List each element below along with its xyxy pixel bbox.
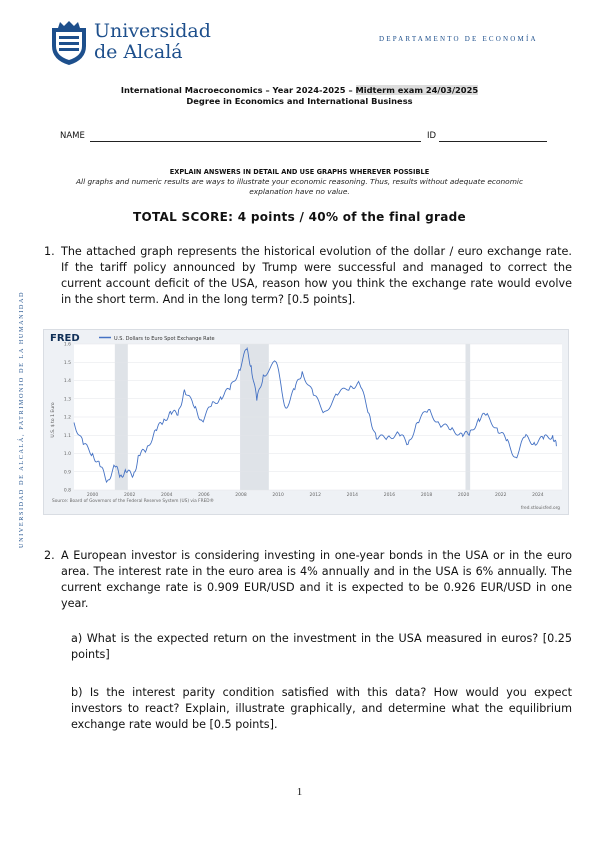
chart-url: fred.stlouisfed.org [521, 505, 560, 511]
university-logo: Universidad de Alcalá [48, 20, 211, 68]
series-line-0 [73, 346, 557, 484]
x-tick-label: 2004 [161, 492, 173, 498]
x-tick-label: 2024 [532, 492, 544, 498]
id-field[interactable]: ID [427, 131, 436, 141]
question-1-number: 1. [44, 245, 55, 258]
y-tick-label: 1.0 [64, 451, 71, 457]
exam-subtitle: Degree in Economics and International Bu… [186, 96, 413, 106]
exam-title-highlight: Midterm exam 24/03/2025 [355, 85, 479, 95]
x-tick-label: 2018 [421, 492, 433, 498]
x-tick-label: 2020 [458, 492, 470, 498]
y-tick-label: 1.1 [64, 433, 71, 439]
page-number: 1 [296, 786, 303, 798]
name-underline [90, 141, 421, 142]
fred-brand: FRED [50, 333, 80, 344]
x-tick-label: 2022 [495, 492, 507, 498]
x-tick-label: 2012 [309, 492, 321, 498]
question-2b-text: b) Is the interest parity condition sati… [71, 686, 572, 731]
exchange-rate-chart: FRED U.S. Dollars to Euro Spot Exchange … [50, 333, 562, 511]
university-name-line2: de Alcalá [94, 41, 183, 63]
legend-label: U.S. Dollars to Euro Spot Exchange Rate [114, 336, 215, 342]
exam-title-text: International Macroeconomics – Year 2024… [120, 85, 356, 95]
id-underline [439, 141, 547, 142]
chart-source: Source: Board of Governors of the Federa… [52, 497, 214, 504]
x-tick-label: 2014 [347, 492, 359, 498]
university-name-line1: Universidad [94, 20, 211, 42]
x-tick-label: 2008 [235, 492, 247, 498]
department-label: DEPARTAMENTO DE ECONOMÍA [379, 35, 538, 43]
x-tick-label: 2002 [124, 492, 136, 498]
y-tick-label: 1.3 [64, 396, 71, 402]
y-axis-label: U.S. $ to 1 Euro [50, 402, 56, 437]
x-tick-label: 2006 [198, 492, 210, 498]
question-2a-text: a) What is the expected return on the in… [71, 632, 572, 661]
question-2-text: A European investor is considering inves… [61, 549, 572, 610]
instructions-line1: All graphs and numeric results are ways … [75, 177, 524, 186]
instructions-line2: explanation have no value. [249, 187, 350, 196]
x-tick-label: 2010 [272, 492, 284, 498]
y-tick-label: 1.2 [64, 415, 71, 421]
question-2-number: 2. [44, 549, 55, 562]
x-tick-label: 2000 [87, 492, 99, 498]
y-tick-label: 1.4 [64, 378, 71, 384]
instructions-heading: EXPLAIN ANSWERS IN DETAIL AND USE GRAPHS… [169, 168, 430, 176]
y-tick-label: 0.8 [64, 488, 71, 494]
y-tick-label: 1.5 [64, 360, 71, 366]
name-label: NAME [60, 131, 85, 141]
total-score: TOTAL SCORE: 4 points / 40% of the final… [133, 210, 466, 224]
vertical-side-text: UNIVERSIDAD DE ALCALÁ, PATRIMONIO DE LA … [18, 290, 25, 548]
x-tick-label: 2016 [384, 492, 396, 498]
id-label: ID [427, 131, 437, 141]
y-tick-label: 1.6 [64, 342, 71, 348]
exam-title: International Macroeconomics – Year 2024… [0, 85, 599, 95]
name-field[interactable]: NAME [60, 131, 85, 141]
fred-chart: FRED U.S. Dollars to Euro Spot Exchange … [43, 329, 569, 515]
question-1-text: The attached graph represents the histor… [61, 245, 572, 306]
y-tick-label: 0.9 [64, 469, 71, 475]
university-crest-icon [52, 21, 86, 65]
